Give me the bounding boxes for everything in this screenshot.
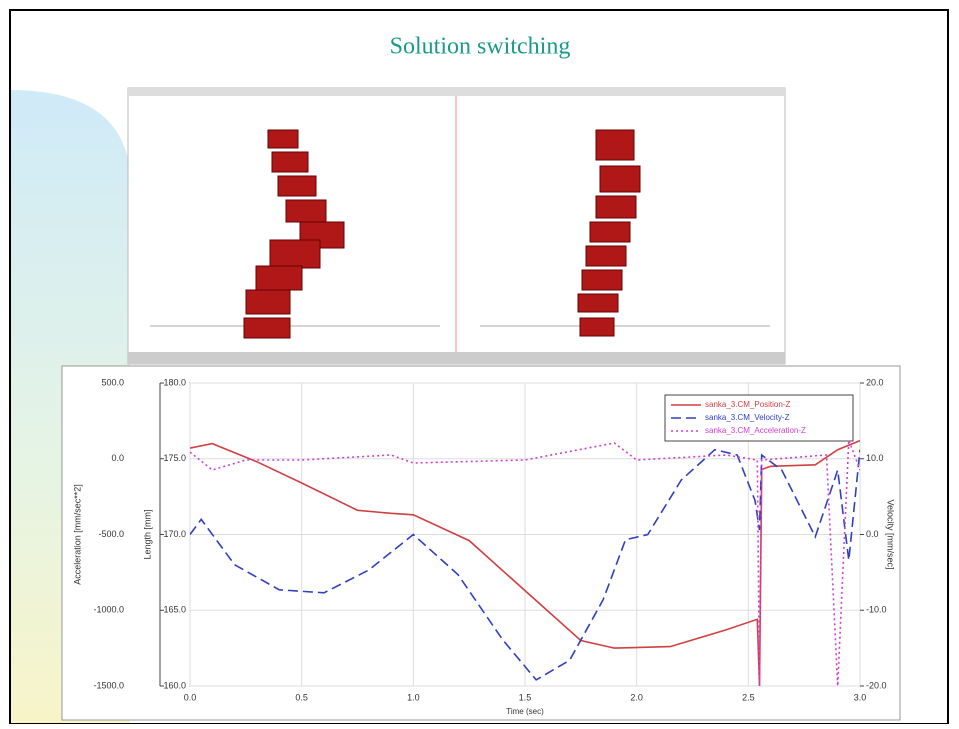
legend-label: sanka_3.CM_Velocity-Z: [705, 413, 790, 422]
y3-tick-label: -1000.0: [93, 605, 124, 615]
x-tick-label: 0.0: [184, 692, 197, 702]
y3-tick-label: 500.0: [101, 377, 124, 387]
chart: 0.0 0.5 1.0 1.5 2.0 2.5 3.0 180.0 175.0 170.0 165.…: [72, 377, 895, 716]
y-tick-label: 175.0: [163, 453, 186, 463]
slide: Solution switching 0.0 0.5 1.0 1.5 2.0 2.5 3.0…: [0, 0, 959, 724]
screenshots: [128, 88, 785, 364]
x-tick-label: 2.0: [630, 692, 643, 702]
y2-tick-label: 20.0: [866, 377, 884, 387]
y3-axis-label: Acceleration [mm/sec**2]: [72, 484, 82, 585]
x-axis-label: Time (sec): [506, 707, 544, 716]
y3-tick-label: -500.0: [98, 529, 124, 539]
y-tick-label: 160.0: [163, 680, 186, 690]
legend-label: sanka_3.CM_Acceleration-Z: [705, 426, 806, 435]
x-tick-label: 1.0: [407, 692, 420, 702]
y3-tick-label: -1500.0: [93, 680, 124, 690]
y2-tick-label: -20.0: [866, 680, 887, 690]
legend-label: sanka_3.CM_Position-Z: [705, 400, 790, 409]
y2-tick-label: 0.0: [866, 529, 879, 539]
slide-title: Solution switching: [390, 34, 571, 60]
x-tick-label: 2.5: [742, 692, 755, 702]
y-tick-label: 170.0: [163, 529, 186, 539]
y3-tick-label: 0.0: [111, 453, 124, 463]
y2-tick-label: 10.0: [866, 453, 884, 463]
x-tick-label: 1.5: [519, 692, 532, 702]
y-axis-label: Length [mm]: [142, 509, 152, 559]
y-tick-label: 180.0: [163, 377, 186, 387]
y-tick-label: 165.0: [163, 605, 186, 615]
x-tick-label: 0.5: [295, 692, 308, 702]
y2-axis-label: Velocity [mm/sec]: [886, 499, 896, 569]
x-tick-label: 3.0: [854, 692, 867, 702]
y2-tick-label: -10.0: [866, 605, 887, 615]
